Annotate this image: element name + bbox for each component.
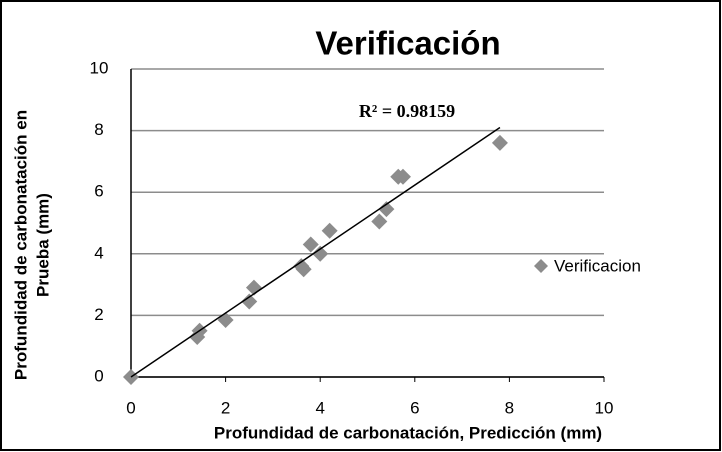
x-tick-label: 2 <box>221 398 230 417</box>
legend-marker <box>534 259 548 273</box>
y-axis-label-line: Profundidad de carbonatación en <box>11 110 30 380</box>
point <box>371 213 388 230</box>
annotation: R² = 0.98159 <box>359 101 455 121</box>
y-tick-label: 10 <box>90 58 109 77</box>
y-tick-label: 0 <box>94 366 103 385</box>
point <box>378 201 395 218</box>
x-axis-label: Profundidad de carbonatación, Predicción… <box>214 423 602 442</box>
y-tick-label: 6 <box>94 182 103 201</box>
y-tick-label: 4 <box>94 243 103 262</box>
x-tick-label: 4 <box>315 398 324 417</box>
trendline <box>130 126 501 378</box>
point <box>312 245 329 262</box>
x-tick-label: 0 <box>126 398 135 417</box>
point <box>394 168 411 185</box>
x-tick-label: 10 <box>595 398 614 417</box>
point <box>302 236 319 253</box>
point <box>491 134 508 151</box>
x-tick-label: 8 <box>505 398 514 417</box>
chart-title: Verificación <box>315 25 500 62</box>
y-axis-label-line: Prueba (mm) <box>33 193 52 297</box>
legend-label: Verificacion <box>554 256 641 275</box>
y-tick-label: 2 <box>94 305 103 324</box>
point <box>321 222 338 239</box>
y-tick-label: 8 <box>94 120 103 139</box>
point <box>295 261 312 278</box>
y-axis-label: Profundidad de carbonatación en Prueba (… <box>11 110 52 380</box>
point <box>245 279 262 296</box>
x-tick-label: 6 <box>410 398 419 417</box>
point <box>241 293 258 310</box>
